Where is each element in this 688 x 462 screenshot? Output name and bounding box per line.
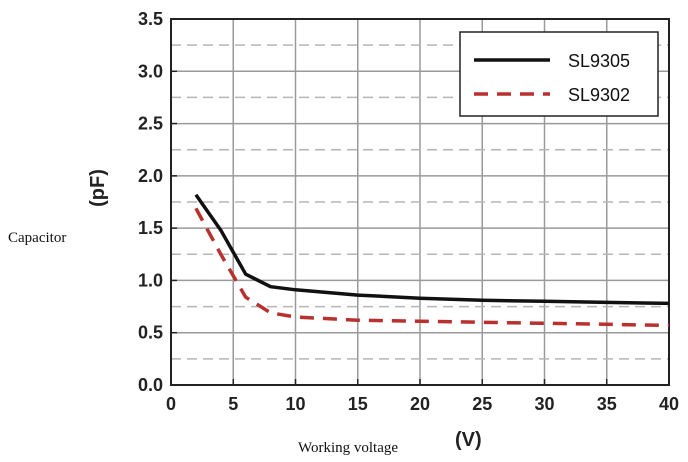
legend-label-sl9305: SL9305 bbox=[568, 51, 630, 71]
y-axis-label: Capacitor bbox=[8, 230, 66, 246]
y-tick-label: 3.0 bbox=[138, 61, 163, 81]
x-tick-label: 35 bbox=[597, 394, 617, 414]
y-tick-label: 0.0 bbox=[138, 375, 163, 395]
y-tick-label: 1.5 bbox=[138, 218, 163, 238]
x-tick-label: 30 bbox=[534, 394, 554, 414]
x-tick-label: 5 bbox=[228, 394, 238, 414]
series-lines bbox=[194, 193, 670, 328]
tick-labels: 0 5 10 15 20 25 30 35 40 0.0 0.5 1.0 1.5 2.0 2.5 3.0 3.5 bbox=[138, 9, 679, 414]
x-tick-label: 40 bbox=[659, 394, 679, 414]
y-tick-label: 0.5 bbox=[138, 323, 163, 343]
x-axis-label: Working voltage bbox=[298, 440, 398, 456]
y-tick-label: 1.0 bbox=[138, 270, 163, 290]
legend: SL9305 SL9302 bbox=[459, 31, 659, 117]
y-tick-label: 2.5 bbox=[138, 114, 163, 134]
legend-box bbox=[459, 31, 659, 117]
y-axis-unit: (pF) bbox=[87, 169, 109, 207]
series-line-sl9302 bbox=[194, 207, 670, 328]
series-line-sl9305 bbox=[194, 193, 670, 306]
x-tick-label: 25 bbox=[472, 394, 492, 414]
x-tick-label: 15 bbox=[348, 394, 368, 414]
x-tick-label: 20 bbox=[410, 394, 430, 414]
x-tick-label: 10 bbox=[285, 394, 305, 414]
x-tick-label: 0 bbox=[166, 394, 176, 414]
legend-label-sl9302: SL9302 bbox=[568, 85, 630, 105]
y-tick-label: 3.5 bbox=[138, 9, 163, 29]
x-axis-unit: (V) bbox=[455, 429, 482, 451]
y-tick-label: 2.0 bbox=[138, 166, 163, 186]
